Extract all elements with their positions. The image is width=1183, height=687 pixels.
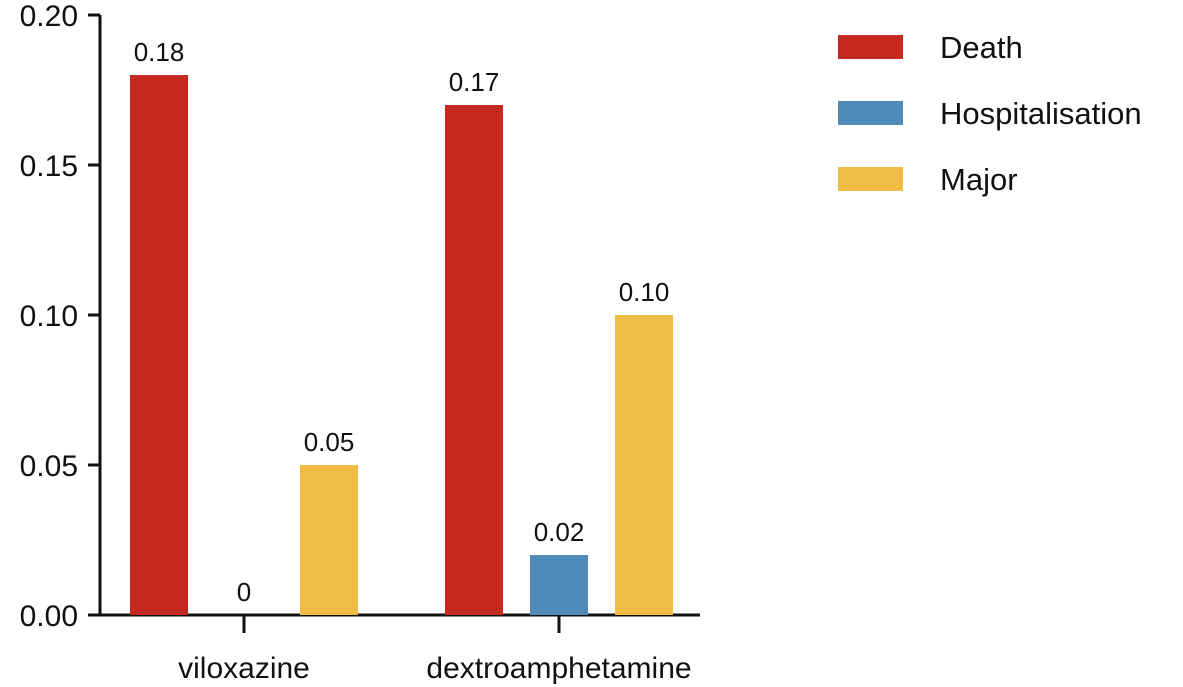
legend-swatch-death bbox=[838, 35, 903, 59]
axes: 0.00 0.05 0.10 0.15 0.20 viloxazine dextroamph… bbox=[20, 0, 700, 685]
data-labels: 0.18 0 0.05 0.17 0.02 0.10 bbox=[134, 37, 670, 607]
legend-swatch-hospitalisation bbox=[838, 101, 903, 125]
legend-label: Hospitalisation bbox=[940, 96, 1142, 131]
data-label: 0 bbox=[237, 577, 251, 607]
y-tick-label: 0.20 bbox=[20, 0, 78, 33]
legend-label: Major bbox=[940, 162, 1018, 197]
data-label: 0.02 bbox=[534, 517, 585, 547]
bar-major-dextroamphetamine bbox=[615, 315, 673, 615]
legend: Death Hospitalisation Major bbox=[838, 30, 1142, 197]
legend-swatch-major bbox=[838, 167, 903, 191]
y-tick-label: 0.10 bbox=[20, 300, 78, 333]
bar-death-viloxazine bbox=[130, 75, 188, 615]
x-category-label: dextroamphetamine bbox=[426, 652, 691, 685]
data-label: 0.10 bbox=[619, 277, 670, 307]
y-tick-label: 0.00 bbox=[20, 600, 78, 633]
bar-death-dextroamphetamine bbox=[445, 105, 503, 615]
x-category-label: viloxazine bbox=[178, 652, 310, 685]
legend-label: Death bbox=[940, 30, 1023, 65]
y-tick-label: 0.05 bbox=[20, 450, 78, 483]
data-label: 0.05 bbox=[304, 427, 355, 457]
data-label: 0.17 bbox=[449, 67, 500, 97]
y-tick-label: 0.15 bbox=[20, 150, 78, 183]
bar-major-viloxazine bbox=[300, 465, 358, 615]
bars bbox=[130, 75, 673, 615]
data-label: 0.18 bbox=[134, 37, 185, 67]
bar-hospitalisation-dextroamphetamine bbox=[530, 555, 588, 615]
